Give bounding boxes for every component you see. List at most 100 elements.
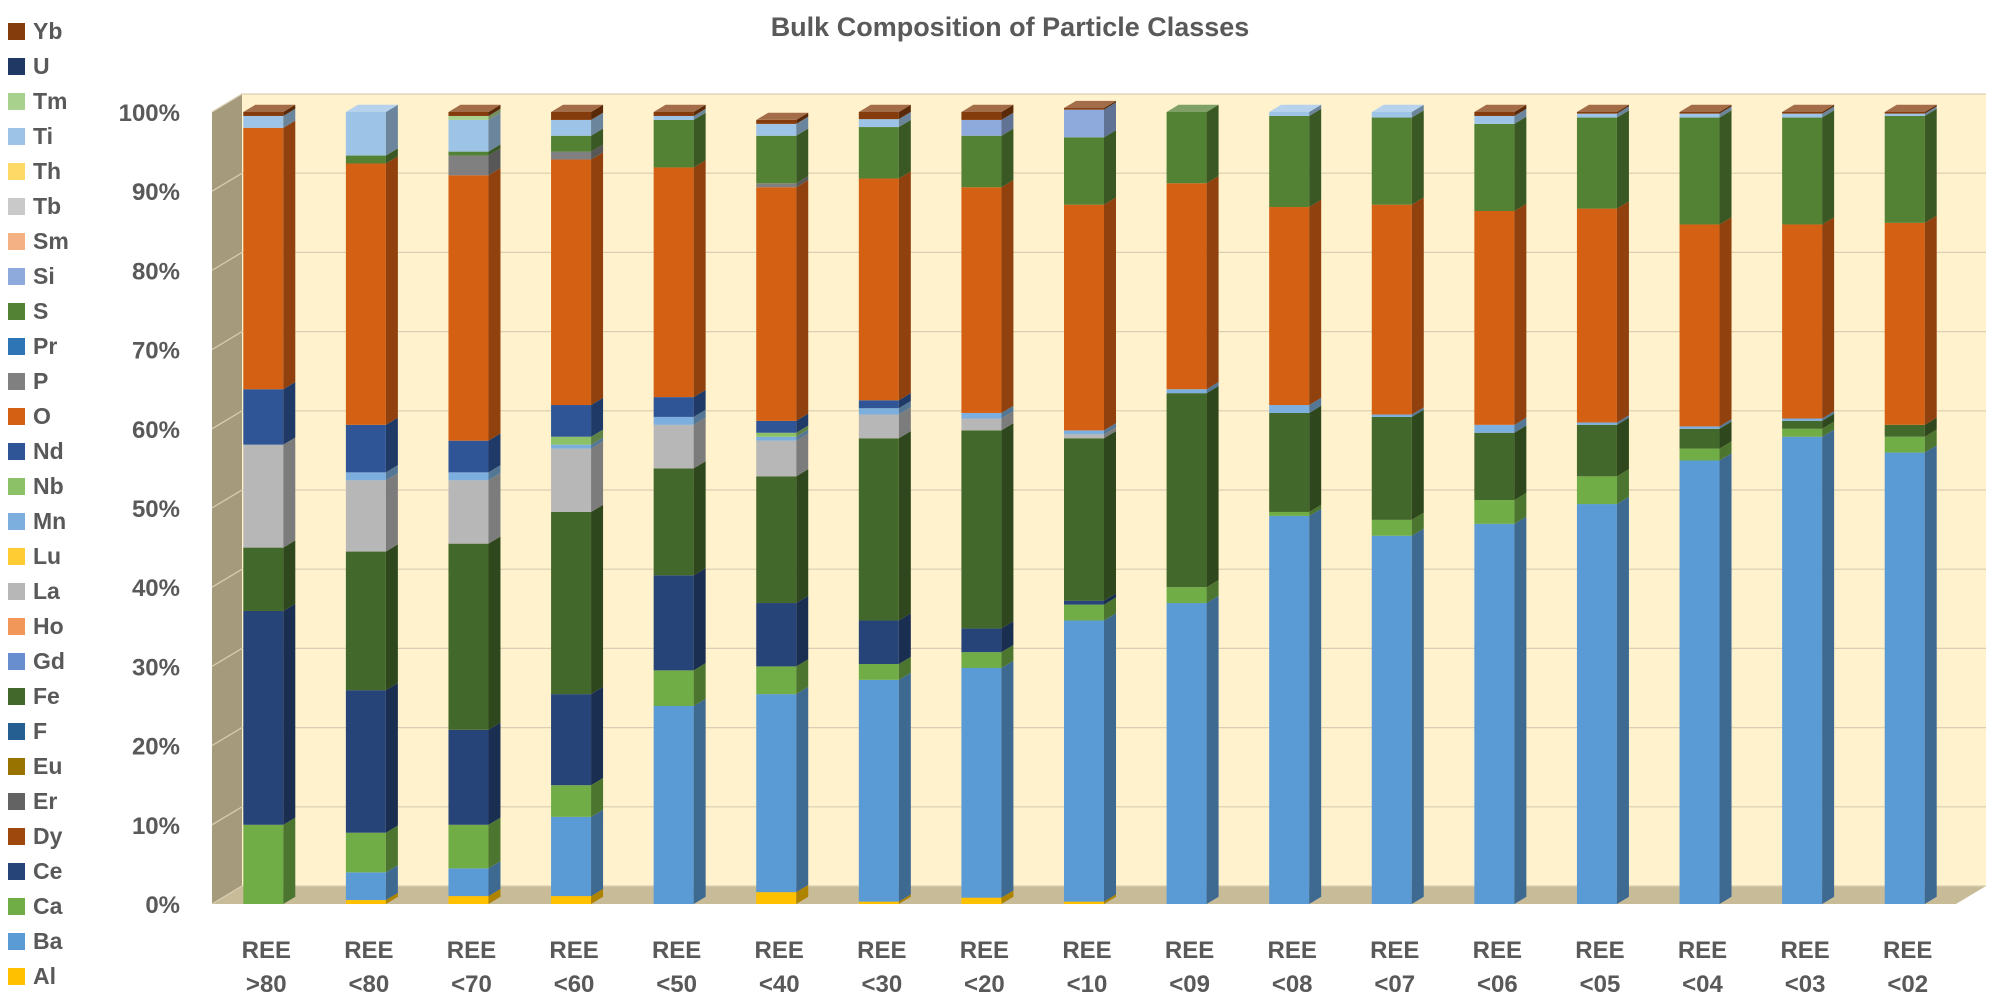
bar-segment-p bbox=[551, 151, 592, 160]
bar-segment-side bbox=[796, 884, 809, 904]
bar-segment-ti bbox=[1679, 113, 1720, 118]
legend-label: Nd bbox=[33, 438, 64, 464]
bar-segment-side bbox=[1104, 130, 1116, 205]
bar-segment-side bbox=[283, 382, 296, 445]
bar-segment-side bbox=[283, 540, 296, 611]
bar-top bbox=[653, 104, 706, 112]
bar-segment-side bbox=[1206, 176, 1219, 390]
y-tick-label: 40% bbox=[132, 575, 180, 602]
bar-segment-mn bbox=[961, 412, 1002, 419]
bar-segment-side bbox=[385, 156, 398, 425]
bar-segment-side bbox=[1514, 104, 1527, 116]
bar-segment-side bbox=[1206, 385, 1219, 588]
bar-segment-si bbox=[1064, 109, 1104, 138]
bar-segment-side bbox=[898, 656, 911, 680]
bar-segment-ba bbox=[1371, 535, 1412, 904]
bar-segment-fe bbox=[1371, 416, 1412, 520]
bar-segment-side bbox=[1616, 417, 1629, 477]
legend-swatch bbox=[8, 723, 25, 740]
bar-segment-ti bbox=[1576, 113, 1617, 118]
x-tick-label: REE bbox=[1267, 937, 1316, 964]
y-tick-label: 20% bbox=[132, 734, 180, 761]
bar-segment-side bbox=[1309, 199, 1322, 406]
bar-segment-la bbox=[243, 444, 284, 548]
legend-item-mn: Mn bbox=[8, 504, 69, 539]
x-tick-label: REE bbox=[242, 937, 291, 964]
legend-swatch bbox=[8, 443, 25, 460]
legend-swatch bbox=[8, 898, 25, 915]
bar-segment-side bbox=[1514, 425, 1527, 501]
bar-segment-o bbox=[1884, 222, 1925, 425]
bar-segment-side bbox=[488, 473, 501, 544]
bar-segment-nd bbox=[756, 420, 797, 433]
bar-segment-ce bbox=[551, 694, 592, 786]
bar-stack bbox=[243, 104, 296, 904]
legend-swatch bbox=[8, 968, 25, 985]
bar-segment-side bbox=[1924, 445, 1937, 904]
legend-swatch bbox=[8, 93, 25, 110]
bar-segment-ce bbox=[345, 690, 386, 833]
y-tick-label: 100% bbox=[119, 100, 180, 127]
bar-segment-side bbox=[796, 469, 809, 604]
bar-stack bbox=[1269, 104, 1322, 904]
bar-segment-side bbox=[898, 407, 911, 439]
bar-segment-s bbox=[653, 119, 694, 168]
bar-segment-side bbox=[1001, 660, 1014, 898]
legend-label: Pr bbox=[33, 333, 58, 359]
bar-segment-ca bbox=[1679, 448, 1720, 461]
bar-segment-ca bbox=[1166, 587, 1207, 604]
x-tick-label: <06 bbox=[1477, 971, 1518, 998]
bar-segment-ca bbox=[756, 666, 797, 695]
bar-segment-side bbox=[693, 663, 706, 706]
bar-segment-side bbox=[591, 809, 604, 897]
bar-segment-ce bbox=[243, 610, 284, 825]
bar-segment-o bbox=[448, 175, 489, 441]
legend-item-nb: Nb bbox=[8, 469, 69, 504]
bar-segment-side bbox=[1719, 104, 1732, 114]
bar-segment-ti bbox=[1782, 113, 1823, 118]
legend-item-o: O bbox=[8, 399, 69, 434]
bar-segment-side bbox=[1104, 427, 1116, 439]
bar-segment-ca bbox=[1269, 511, 1310, 516]
bar-segment-fe bbox=[1679, 428, 1720, 449]
bar-segment-side bbox=[898, 171, 911, 401]
bar-segment-o bbox=[756, 187, 797, 421]
bar-top bbox=[1474, 104, 1527, 112]
bar-segment-ti bbox=[448, 119, 489, 152]
bar-segment-side bbox=[693, 160, 706, 398]
bar-segment-side bbox=[898, 401, 911, 415]
bar-segment-side bbox=[1309, 104, 1322, 116]
bar-segment-nd bbox=[243, 389, 284, 445]
bar-segment-side bbox=[693, 108, 706, 120]
bar-segment-fe bbox=[961, 430, 1002, 629]
legend-swatch bbox=[8, 338, 25, 355]
x-tick-label: <04 bbox=[1682, 971, 1723, 998]
bar-segment-mn bbox=[448, 472, 489, 481]
bar-stack bbox=[551, 104, 604, 904]
bar-segment-side bbox=[1001, 128, 1014, 188]
bar-segment-side bbox=[283, 603, 296, 825]
bar-segment-side bbox=[898, 104, 911, 120]
x-tick-label: >80 bbox=[246, 971, 287, 998]
bar-segment-side bbox=[693, 568, 706, 671]
legend-swatch bbox=[8, 408, 25, 425]
bar-segment-side bbox=[591, 144, 604, 160]
bar-segment-ca bbox=[1884, 436, 1925, 453]
bar-segment-ca bbox=[551, 785, 592, 817]
bar-segment-fe bbox=[1782, 420, 1823, 429]
bar-segment-yb bbox=[653, 112, 694, 116]
bar-segment-s bbox=[345, 155, 386, 164]
y-tick-label: 50% bbox=[132, 496, 180, 523]
bar-segment-yb bbox=[961, 112, 1002, 120]
bar-segment-la bbox=[653, 424, 694, 469]
bar-segment-mn bbox=[1269, 405, 1310, 413]
bar-segment-side bbox=[1822, 411, 1835, 421]
bar-segment-ti bbox=[653, 115, 694, 120]
bar-segment-side bbox=[1309, 508, 1322, 904]
bar-segment-ba bbox=[756, 694, 797, 893]
legend-swatch bbox=[8, 478, 25, 495]
legend-label: Eu bbox=[33, 753, 63, 779]
bar-segment-mn bbox=[756, 436, 797, 441]
bar-segment-side bbox=[591, 429, 604, 445]
bar-segment-ba bbox=[1679, 460, 1720, 904]
